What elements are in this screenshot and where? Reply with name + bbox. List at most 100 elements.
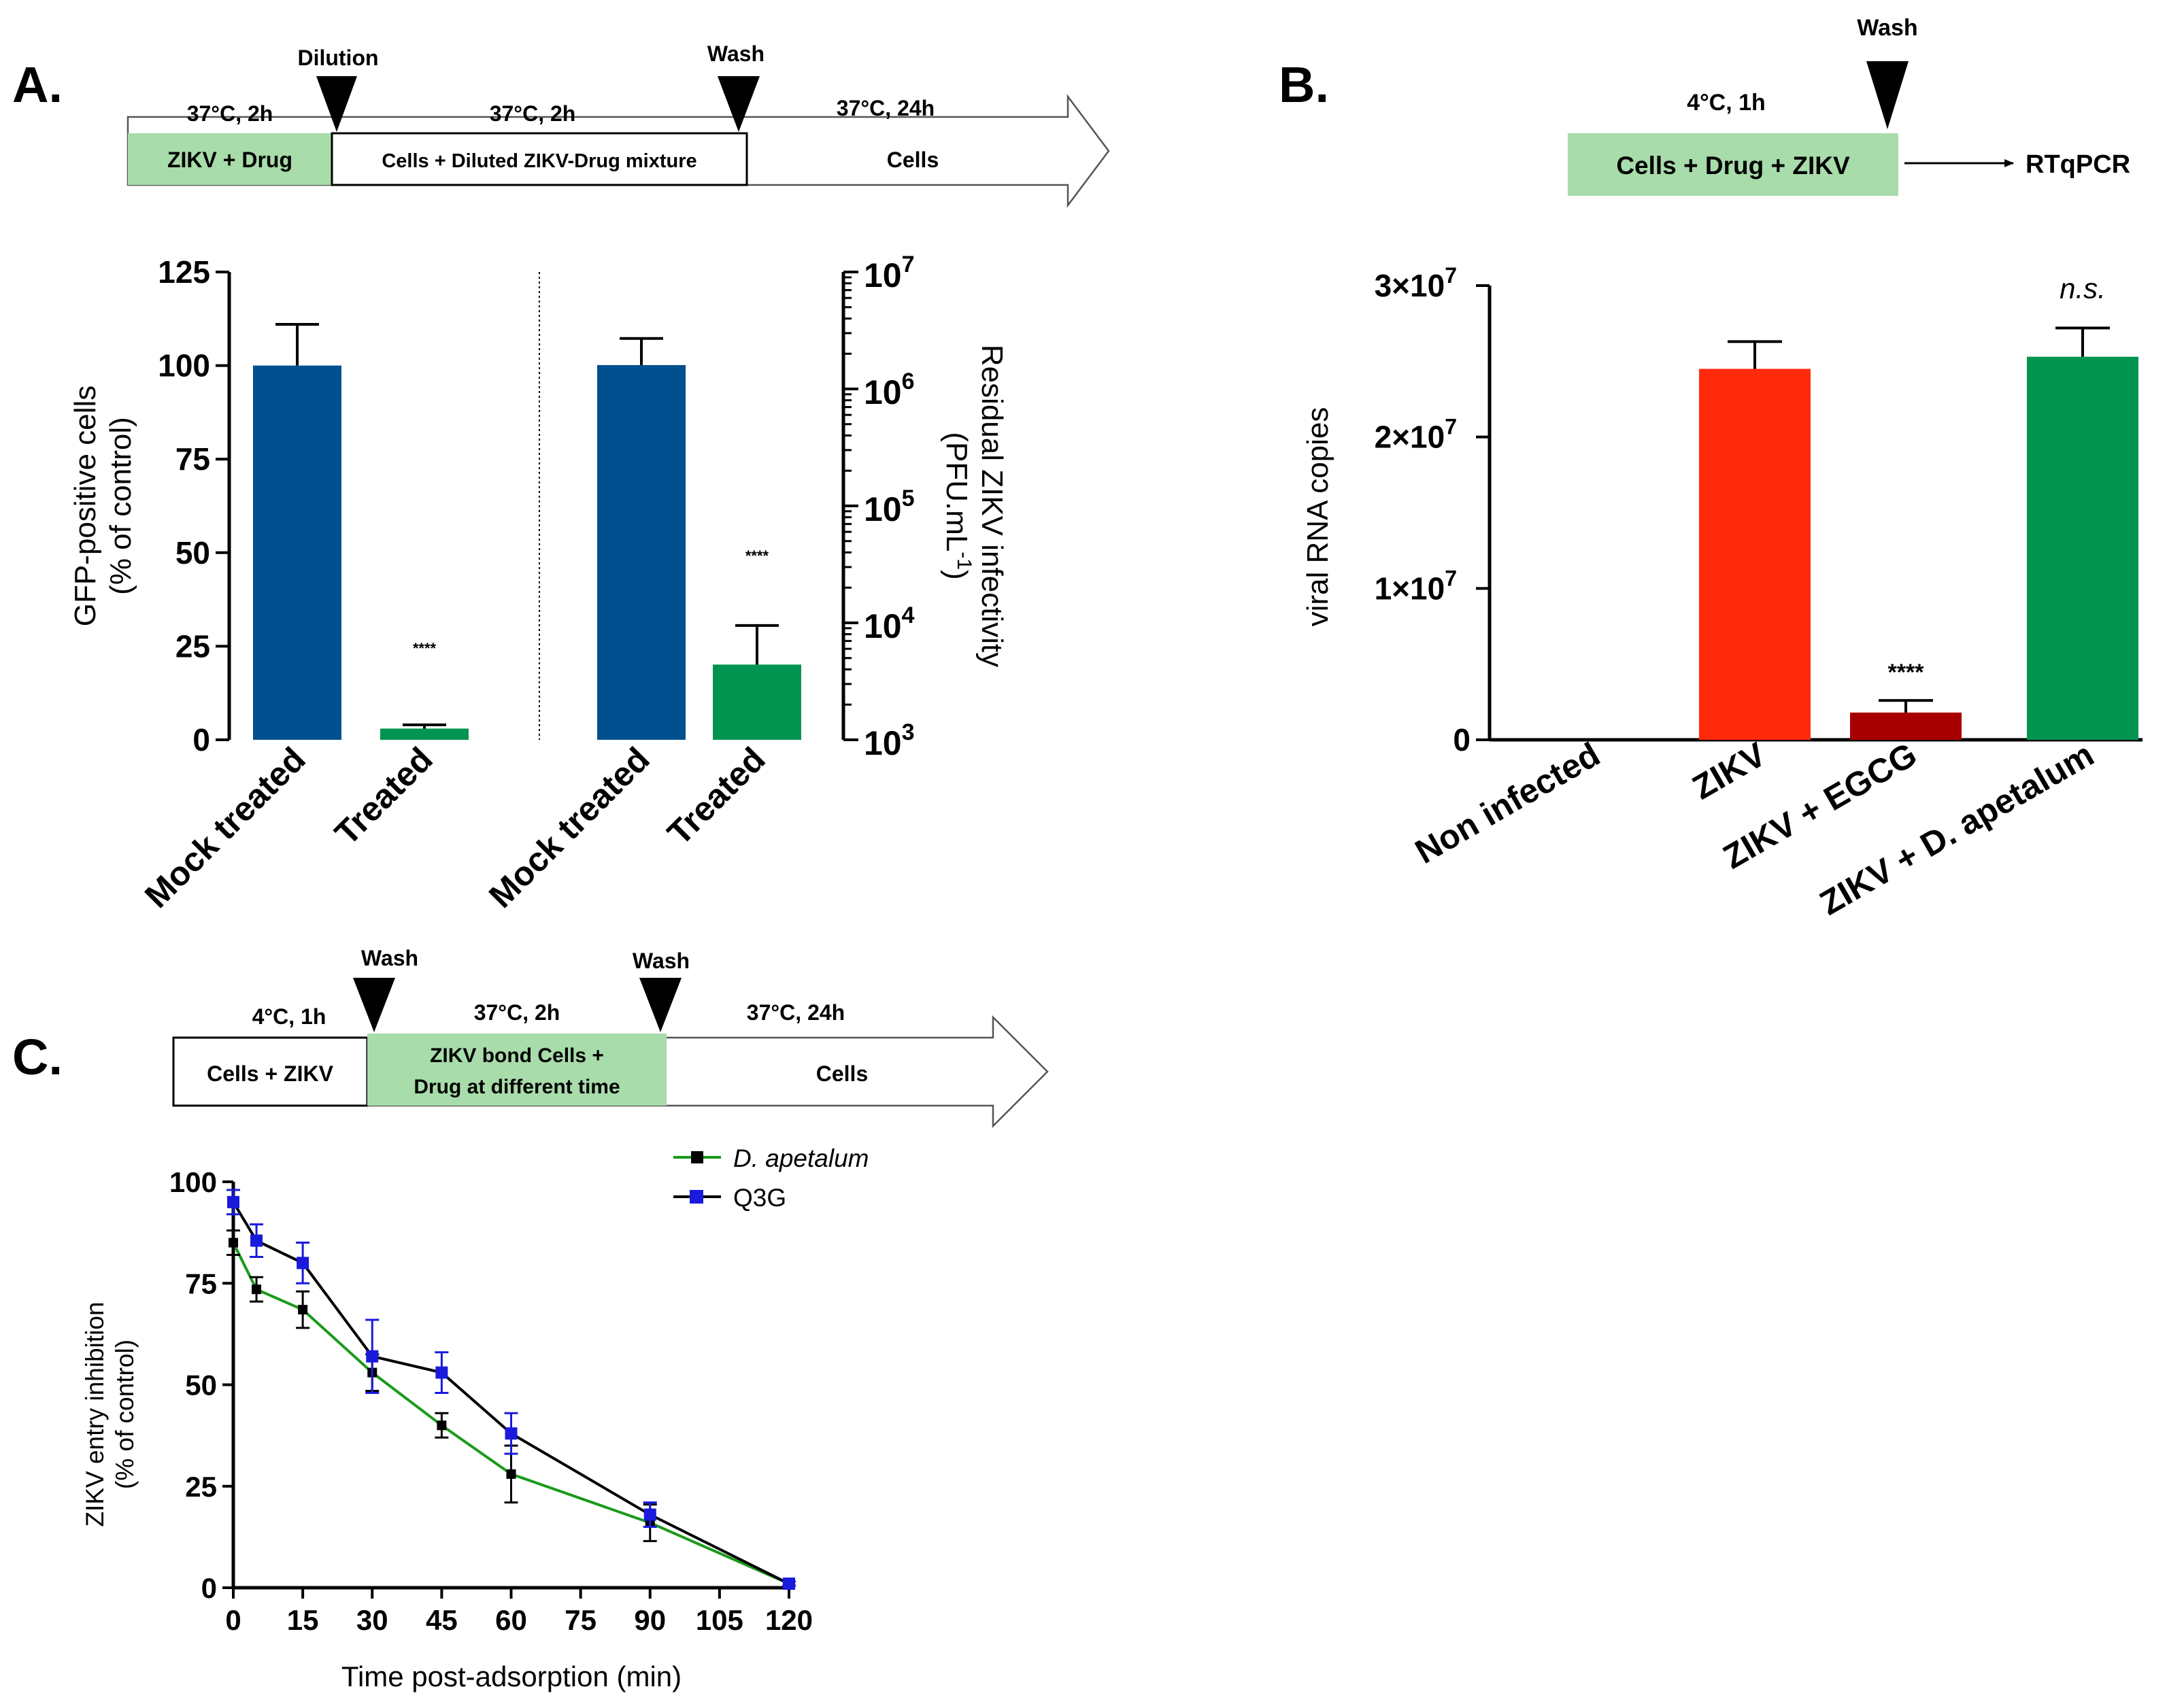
a-left-tick-label: 125 [158, 254, 210, 290]
c-y-tick-label: 100 [169, 1166, 217, 1198]
a-right-ylabel-line2: (PFU.mL-1) [940, 432, 975, 579]
c-legend: D. apetalum Q3G [673, 1144, 869, 1212]
c-step-label-3: Cells [816, 1061, 868, 1086]
panel-c-schematic: Cells + ZIKV ZIKV bond Cells + Drug at d… [172, 946, 1049, 1129]
c-data-point [435, 1366, 448, 1379]
c-data-point [366, 1350, 379, 1363]
a-left-y-axis: 0 25 50 75 100 125 [158, 254, 231, 757]
c-data-point [505, 1427, 518, 1440]
b-tick-label: 0 [1453, 722, 1471, 757]
a-left-tick-label: 25 [175, 628, 210, 664]
condition-3: 37°C, 24h [837, 96, 935, 120]
legend-marker-dapetalum [691, 1151, 703, 1163]
panel-b-schematic: Cells + Drug + ZIKV 4°C, 1h Wash RTqPCR [1568, 15, 2130, 196]
c-series-line-dapetalum [232, 1242, 790, 1585]
c-data-point [506, 1469, 516, 1479]
c-x-tick-label: 0 [225, 1604, 241, 1636]
c-wash-label-1: Wash [361, 946, 418, 970]
a-left-category-label: Mock treated [137, 740, 313, 915]
c-data-point [250, 1234, 263, 1247]
panel-c-chart: 0 25 50 75 100 0 15 30 45 60 75 90 105 120 ZIKV entry… [81, 1144, 869, 1692]
tick-base: 10 [864, 724, 902, 762]
b-ylabel: viral RNA copies [1301, 407, 1334, 627]
c-step-label-2a: ZIKV bond Cells + [430, 1044, 604, 1067]
step-box-drug [128, 133, 332, 185]
panel-a-label: A. [12, 56, 63, 113]
a-left-tick-label: 0 [192, 722, 210, 757]
tick-base: 2×10 [1375, 420, 1445, 455]
a-right-ylabel-line1: Residual ZIKV infectivity [975, 345, 1009, 667]
c-ylabel-line1: ZIKV entry inhibition [81, 1301, 109, 1527]
panel-b: B. Cells + Drug + ZIKV 4°C, 1h Wash RTqP… [1279, 15, 2143, 923]
b-bars: **** n.s. [1699, 272, 2138, 740]
a-left-bar [380, 728, 469, 740]
a-right-bar [597, 364, 686, 740]
c-condition-3: 37°C, 24h [747, 1000, 845, 1025]
tick-base: 10 [864, 607, 902, 645]
b-bar [1699, 369, 1811, 740]
c-data-point [297, 1257, 309, 1270]
c-x-tick-label: 90 [634, 1604, 666, 1636]
tick-exponent: 7 [1445, 566, 1457, 590]
panel-c: C. Cells + ZIKV ZIKV bond Cells + Drug a… [12, 946, 1049, 1692]
c-y-tick-label: 75 [185, 1267, 217, 1299]
tick-exponent: 7 [1445, 263, 1457, 288]
c-data-point [252, 1284, 262, 1295]
c-data-point [783, 1578, 795, 1590]
tick-base: 1×10 [1375, 570, 1445, 606]
a-right-tick-label: 103 [864, 719, 915, 762]
condition-2: 37°C, 2h [490, 101, 576, 126]
legend-label-dapetalum: D. apetalum [733, 1144, 869, 1172]
step-label-1: ZIKV + Drug [167, 148, 292, 172]
c-series [226, 1189, 796, 1590]
b-wash-label: Wash [1857, 15, 1917, 41]
wash-label: Wash [707, 41, 765, 66]
a-left-x-labels: Mock treated Treated [137, 740, 440, 915]
b-significance: **** [1888, 660, 1925, 685]
c-wash-arrow-icon-1 [353, 978, 395, 1032]
c-x-tick-label: 45 [426, 1604, 458, 1636]
tick-base: 10 [864, 256, 902, 294]
a-right-x-labels: Mock treated Treated [482, 740, 773, 915]
panel-a-schematic: ZIKV + Drug Cells + Diluted ZIKV-Drug mi… [127, 41, 1110, 208]
c-x-tick-label: 15 [287, 1604, 319, 1636]
a-left-bar [253, 365, 341, 740]
legend-label-q3g: Q3G [733, 1184, 786, 1212]
b-tick-label: 2×107 [1375, 415, 1457, 455]
a-right-significance: **** [745, 547, 769, 564]
c-wash-arrow-icon-2 [639, 978, 682, 1032]
tick-exponent: 7 [1445, 415, 1457, 439]
c-step-box-drug [367, 1034, 667, 1106]
b-tick-label: 1×107 [1375, 566, 1457, 606]
tick-exponent: 3 [902, 719, 915, 745]
b-step-label: Cells + Drug + ZIKV [1616, 152, 1850, 180]
c-xlabel: Time post-adsorption (min) [341, 1660, 682, 1692]
b-bar [1850, 712, 1962, 740]
tick-exponent: 6 [902, 369, 915, 394]
c-x-tick-label: 105 [696, 1604, 743, 1636]
c-data-point [643, 1508, 656, 1521]
panel-c-label: C. [12, 1029, 63, 1085]
a-right-bar [713, 664, 801, 740]
a-right-tick-label: 104 [864, 602, 915, 645]
a-left-ylabel-line1: GFP-positive cells [69, 386, 102, 627]
a-right-tick-label: 105 [864, 485, 915, 528]
c-data-point [298, 1305, 308, 1315]
b-condition: 4°C, 1h [1687, 90, 1766, 116]
b-bar [2027, 356, 2138, 740]
a-left-tick-label: 100 [158, 348, 210, 384]
a-left-significance: **** [413, 640, 437, 657]
a-right-bars: **** [597, 337, 801, 740]
c-data-point [227, 1195, 239, 1208]
panel-a: A. ZIKV + Drug Cells + Diluted ZIKV-Drug… [12, 41, 1110, 915]
c-x-tick-label: 120 [765, 1604, 813, 1636]
step-label-3: Cells [887, 148, 939, 172]
wash-arrow-icon [718, 76, 760, 132]
a-right-category-label: Treated [660, 740, 772, 852]
panel-b-label: B. [1279, 56, 1329, 113]
c-y-tick-label: 0 [201, 1572, 217, 1604]
c-x-tick-label: 30 [356, 1604, 388, 1636]
c-condition-2: 37°C, 2h [474, 1000, 560, 1025]
